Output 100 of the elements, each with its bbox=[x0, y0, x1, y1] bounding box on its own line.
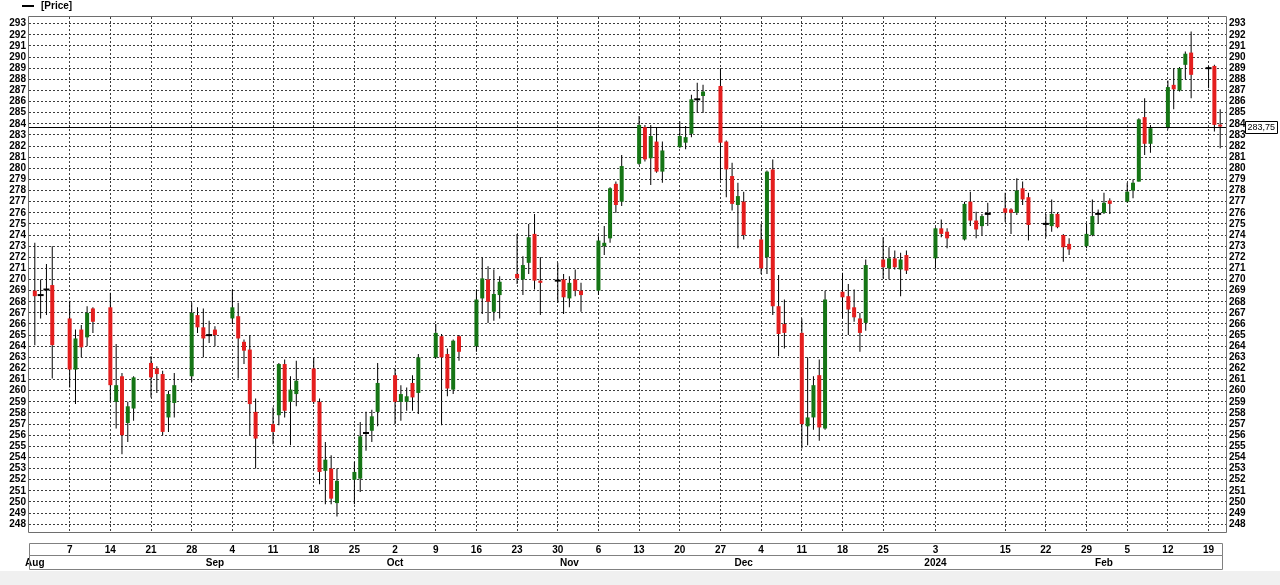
y2-tick-label: 251 bbox=[1229, 484, 1247, 496]
y2-tick-label: 277 bbox=[1229, 195, 1247, 207]
y2-tick-label: 291 bbox=[1229, 39, 1247, 51]
y-tick-label: 282 bbox=[9, 139, 27, 151]
y-tick-label: 285 bbox=[9, 106, 27, 118]
candlestick bbox=[984, 202, 991, 227]
y2-tick-label: 292 bbox=[1229, 28, 1247, 40]
y-tick-label: 258 bbox=[9, 406, 27, 418]
y2-tick-label: 289 bbox=[1229, 61, 1247, 73]
y2-tick-label: 270 bbox=[1229, 273, 1247, 285]
y2-tick-label: 274 bbox=[1229, 228, 1247, 240]
candlestick bbox=[206, 320, 213, 343]
candlestick bbox=[805, 357, 810, 446]
y2-tick-label: 280 bbox=[1229, 162, 1247, 174]
y-tick-label: 280 bbox=[9, 162, 27, 174]
y-tick-label: 284 bbox=[9, 117, 27, 129]
x-tick-label: 18 bbox=[308, 543, 320, 555]
y2-tick-label: 250 bbox=[1229, 495, 1247, 507]
x-tick-label: 5 bbox=[1124, 543, 1131, 555]
x-tick-label: 21 bbox=[145, 543, 158, 555]
x-tick-label: 27 bbox=[714, 543, 727, 555]
y-tick-label: 275 bbox=[9, 217, 27, 229]
y2-tick-label: 255 bbox=[1229, 440, 1247, 452]
candlestick bbox=[602, 226, 607, 256]
y2-tick-label: 254 bbox=[1229, 451, 1247, 463]
y-tick-label: 292 bbox=[9, 28, 27, 40]
x-tick-label: 11 bbox=[796, 543, 808, 555]
y2-tick-label: 287 bbox=[1229, 84, 1247, 96]
y2-tick-label: 264 bbox=[1229, 339, 1247, 351]
x-tick-label: 20 bbox=[674, 543, 686, 555]
y2-tick-label: 276 bbox=[1229, 206, 1247, 218]
y2-tick-label: 258 bbox=[1229, 406, 1247, 418]
y2-tick-label: 261 bbox=[1229, 373, 1247, 385]
y-tick-label: 279 bbox=[9, 173, 27, 185]
y2-tick-label: 257 bbox=[1229, 417, 1247, 429]
x-tick-label: 9 bbox=[432, 543, 439, 555]
candlestick bbox=[694, 82, 701, 113]
y2-tick-label: 267 bbox=[1229, 306, 1247, 318]
x-tick-label: 30 bbox=[552, 543, 564, 555]
y-tick-label: 293 bbox=[9, 17, 27, 29]
y-tick-label: 291 bbox=[9, 39, 27, 51]
y2-tick-label: 272 bbox=[1229, 251, 1247, 263]
x-tick-label: 4 bbox=[758, 543, 765, 555]
x2-tick-label: Dec bbox=[734, 556, 754, 568]
x2-tick-label: Nov bbox=[559, 556, 580, 568]
y-tick-label: 271 bbox=[9, 262, 27, 274]
x-tick-label: 4 bbox=[229, 543, 236, 555]
y2-tick-label: 279 bbox=[1229, 173, 1247, 185]
candlestick bbox=[1095, 209, 1102, 224]
y-tick-label: 281 bbox=[9, 150, 27, 162]
y-tick-label: 288 bbox=[9, 73, 27, 85]
y2-tick-label: 293 bbox=[1229, 17, 1247, 29]
y-tick-label: 254 bbox=[9, 451, 27, 463]
x-tick-label: 6 bbox=[595, 543, 602, 555]
y2-tick-label: 266 bbox=[1229, 317, 1247, 329]
x-tick-label: 7 bbox=[66, 543, 73, 555]
y-tick-label: 250 bbox=[9, 495, 27, 507]
x-tick-label: 15 bbox=[999, 543, 1012, 555]
legend-label: [Price] bbox=[41, 0, 73, 12]
y-tick-label: 273 bbox=[9, 239, 27, 251]
y2-tick-label: 268 bbox=[1229, 295, 1247, 307]
x-tick-label: 11 bbox=[267, 543, 279, 555]
y-tick-label: 261 bbox=[9, 373, 27, 385]
y-tick-label: 262 bbox=[9, 362, 27, 374]
x2-tick-label: Oct bbox=[386, 556, 405, 568]
x-tick-label: 2 bbox=[392, 543, 399, 555]
y-tick-label: 260 bbox=[9, 384, 27, 396]
y-tick-label: 276 bbox=[9, 206, 27, 218]
y2-tick-label: 256 bbox=[1229, 428, 1247, 440]
x-tick-label: 19 bbox=[1203, 543, 1215, 555]
x2-tick-label: Feb bbox=[1095, 556, 1113, 568]
y-tick-label: 256 bbox=[9, 428, 27, 440]
y-tick-label: 277 bbox=[9, 195, 27, 207]
x-tick-label: 28 bbox=[186, 543, 198, 555]
y-tick-label: 257 bbox=[9, 417, 27, 429]
y2-tick-label: 282 bbox=[1229, 139, 1247, 151]
y-tick-label: 265 bbox=[9, 328, 27, 340]
x-tick-label: 23 bbox=[511, 543, 524, 555]
y-tick-label: 289 bbox=[9, 61, 27, 73]
y-tick-label: 278 bbox=[9, 184, 27, 196]
y-tick-label: 253 bbox=[9, 462, 27, 474]
candlestick bbox=[554, 262, 561, 303]
candlestick bbox=[37, 279, 44, 319]
y-tick-label: 252 bbox=[9, 473, 27, 485]
y2-tick-label: 248 bbox=[1229, 517, 1247, 529]
y-tick-label: 251 bbox=[9, 484, 27, 496]
x-tick-label: 14 bbox=[104, 543, 117, 555]
y2-tick-label: 284 bbox=[1229, 117, 1247, 129]
y-tick-label: 264 bbox=[9, 339, 27, 351]
y2-tick-label: 253 bbox=[1229, 462, 1247, 474]
y2-tick-label: 249 bbox=[1229, 506, 1247, 518]
x-tick-label: 12 bbox=[1162, 543, 1174, 555]
x-tick-label: 13 bbox=[633, 543, 646, 555]
x-tick-label: 3 bbox=[932, 543, 939, 555]
y-tick-label: 269 bbox=[9, 284, 27, 296]
y-tick-label: 268 bbox=[9, 295, 27, 307]
y2-tick-label: 259 bbox=[1229, 395, 1247, 407]
y2-tick-label: 278 bbox=[1229, 184, 1247, 196]
y-tick-label: 283 bbox=[9, 128, 27, 140]
y-tick-label: 266 bbox=[9, 317, 27, 329]
